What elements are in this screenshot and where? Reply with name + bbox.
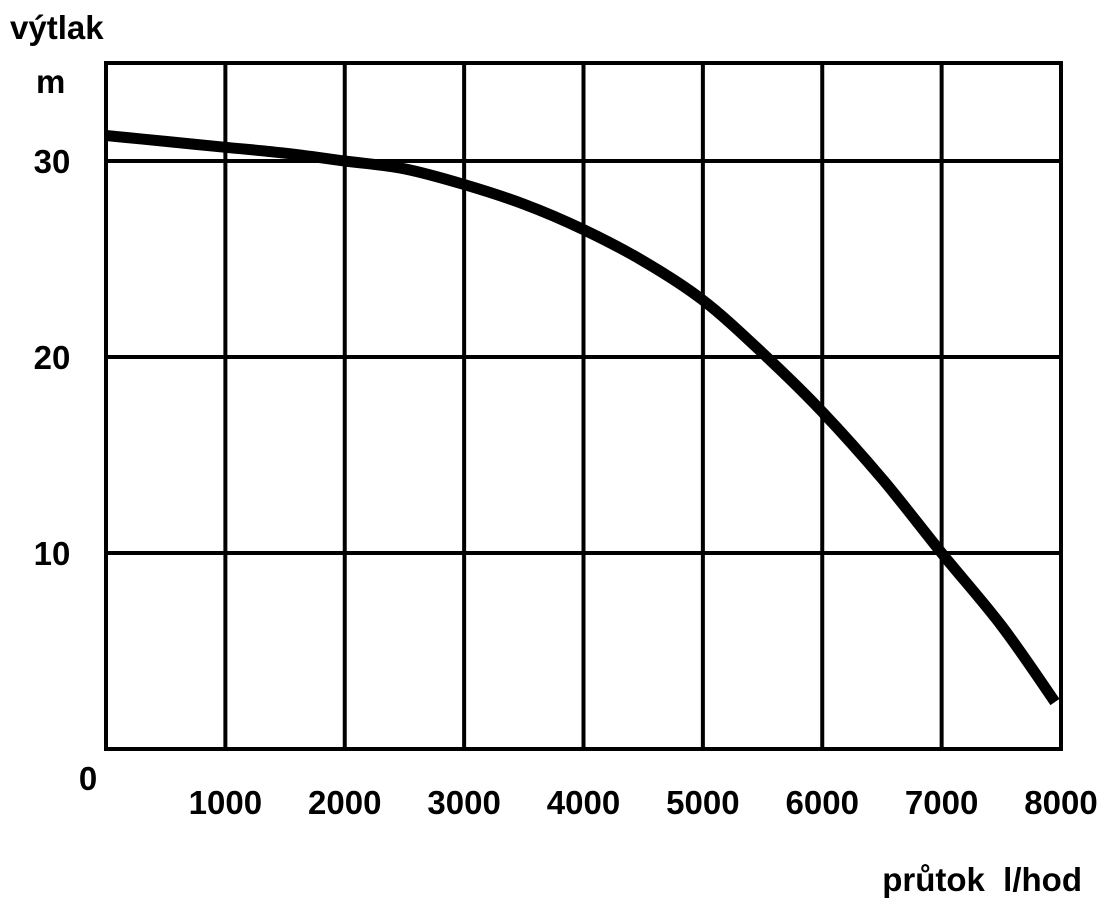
pump-performance-curve [105, 130, 1060, 706]
y-tick-label: 20 [34, 339, 71, 376]
grid [106, 63, 1063, 749]
y-axis-title: výtlak [10, 9, 104, 46]
x-tick-label: 5000 [666, 784, 739, 821]
x-tick-label: 6000 [786, 784, 859, 821]
x-tick-label: 8000 [1024, 784, 1097, 821]
x-tick-label: 2000 [308, 784, 381, 821]
y-tick-label: 10 [34, 535, 71, 572]
x-tick-label: 1000 [189, 784, 262, 821]
y-tick-labels: 10 20 30 [34, 143, 71, 572]
plot-frame [104, 61, 1063, 751]
y-axis-unit: m [36, 63, 65, 100]
x-axis-title: průtok l/hod [882, 861, 1082, 898]
y-tick-label: 30 [34, 143, 71, 180]
x-tick-label: 7000 [905, 784, 978, 821]
x-tick-label: 4000 [547, 784, 620, 821]
origin-label: 0 [79, 760, 97, 797]
x-tick-labels: 1000 2000 3000 4000 5000 6000 7000 8000 [189, 784, 1098, 821]
x-tick-label: 3000 [427, 784, 500, 821]
